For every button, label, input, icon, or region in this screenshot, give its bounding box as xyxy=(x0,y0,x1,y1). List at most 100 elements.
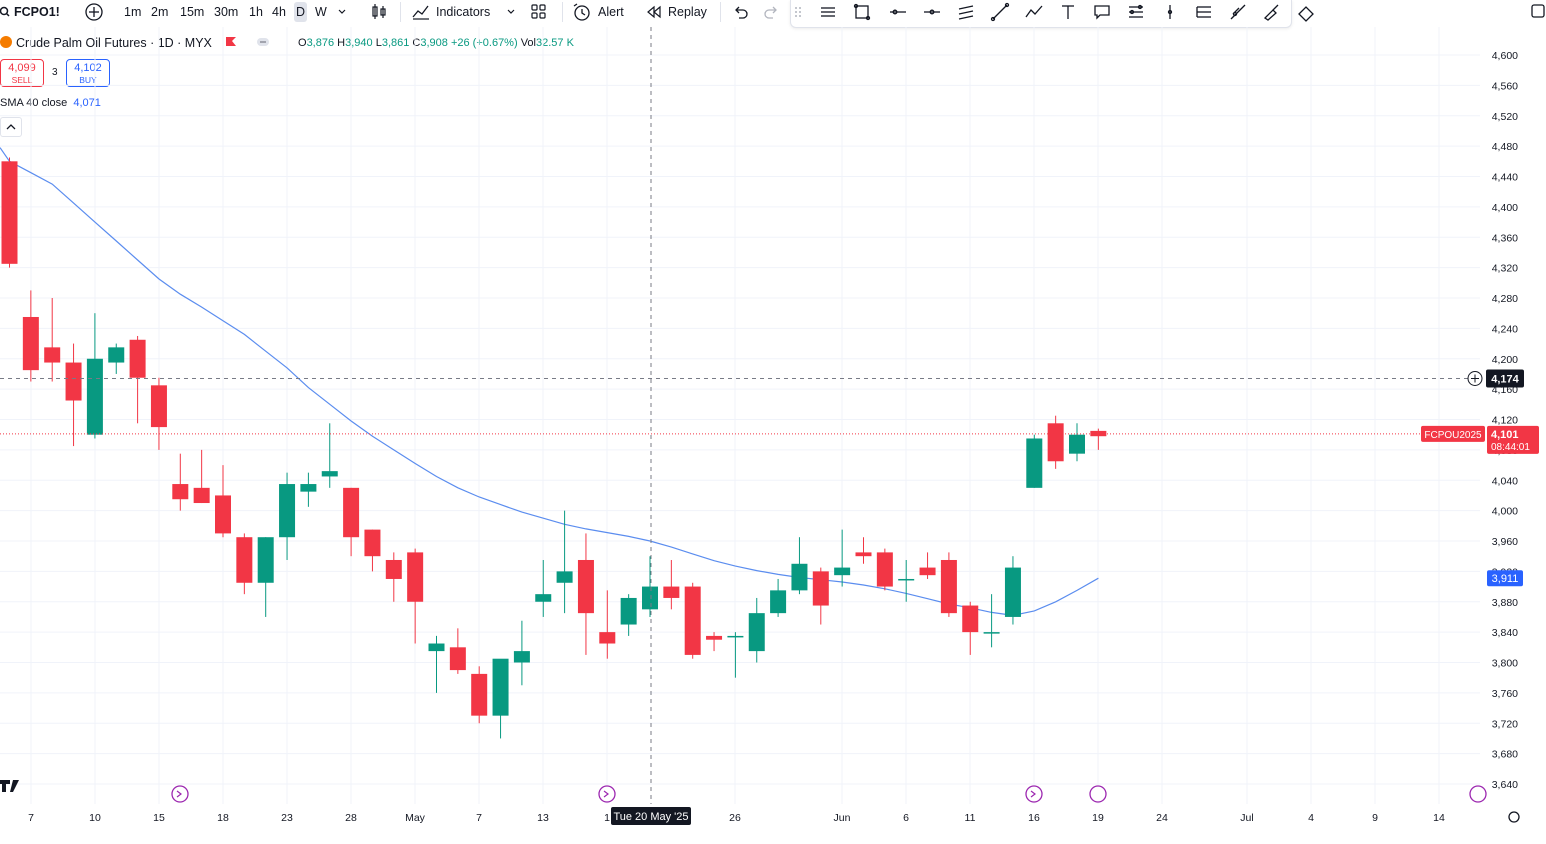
flag-icon[interactable] xyxy=(225,36,237,51)
drag-handle-icon[interactable] xyxy=(793,2,803,22)
sma-price-bg xyxy=(1487,570,1523,587)
price-axis-label: 3,800 xyxy=(1492,658,1518,670)
chevron-down-icon[interactable] xyxy=(505,2,517,22)
layouts-grid-icon[interactable] xyxy=(530,2,548,22)
channel-icon[interactable] xyxy=(955,2,977,22)
timeframe-w[interactable]: W xyxy=(315,5,327,19)
dividend-event-icon[interactable] xyxy=(598,785,616,803)
chevron-down-icon[interactable] xyxy=(336,2,348,22)
price-axis-label: 3,840 xyxy=(1492,627,1518,639)
redo-icon[interactable] xyxy=(762,2,782,22)
toolbar-divider xyxy=(400,2,401,22)
dividend-event-icon xyxy=(176,790,182,798)
last-price-label: 4,101 xyxy=(1491,429,1519,441)
timeframe-d[interactable]: D xyxy=(294,2,308,22)
sell-button[interactable]: 4,099 SELL xyxy=(0,59,44,87)
dividend-event-icon[interactable] xyxy=(171,785,189,803)
maximize-icon[interactable] xyxy=(1530,2,1546,22)
price-line-icon[interactable] xyxy=(921,2,943,22)
timeframe-1h[interactable]: 1h xyxy=(249,5,263,19)
compare-symbol-icon[interactable] xyxy=(84,2,104,22)
replay-icon[interactable] xyxy=(645,2,663,22)
horizontal-ray-icon[interactable] xyxy=(887,2,909,22)
timeframe-2m[interactable]: 2m xyxy=(151,5,169,19)
price-axis-label: 3,760 xyxy=(1492,688,1518,700)
horizontal-lines-icon[interactable] xyxy=(817,2,839,22)
time-axis-label: 1 xyxy=(604,812,610,824)
timeframe-1m[interactable]: 1m xyxy=(124,5,142,19)
candle-body xyxy=(535,594,552,602)
earnings-event-icon[interactable] xyxy=(1089,785,1107,803)
candle-body xyxy=(428,643,445,652)
time-axis-label: 16 xyxy=(1028,812,1040,824)
callout-icon[interactable] xyxy=(1091,2,1113,22)
sma-value: 4,071 xyxy=(73,97,101,109)
price-chart[interactable]: 4,600 4,560 4,520 4,480 4,440 4,400 4,360 4,320… xyxy=(0,27,1546,844)
time-axis-label: 15 xyxy=(153,812,165,824)
candle-body xyxy=(556,571,573,583)
settings-gear-icon[interactable] xyxy=(1508,811,1520,823)
hide-legend-icon[interactable] xyxy=(256,35,269,49)
trendline-icon[interactable] xyxy=(989,2,1011,22)
price-axis-label: 4,560 xyxy=(1492,80,1518,92)
undo-icon[interactable] xyxy=(730,2,750,22)
text-icon[interactable] xyxy=(1057,2,1079,22)
tradingview-logo-icon xyxy=(0,780,19,792)
volume-value: 32.57 K xyxy=(535,37,574,49)
time-axis-label: 23 xyxy=(281,812,293,824)
polyline-icon[interactable] xyxy=(1023,2,1045,22)
long-position-icon[interactable] xyxy=(1193,2,1215,22)
candle-body xyxy=(620,597,637,625)
indicators-icon[interactable] xyxy=(411,2,431,22)
rectangle-icon[interactable] xyxy=(851,2,873,22)
time-axis-label: 19 xyxy=(1092,812,1104,824)
time-axis-label: 18 xyxy=(217,812,229,824)
high-value: 3,940 xyxy=(345,37,373,49)
timeframe-30m[interactable]: 30m xyxy=(214,5,239,19)
candles-icon[interactable] xyxy=(370,2,388,22)
dividend-event-icon[interactable] xyxy=(1025,785,1043,803)
alarm-clock-icon[interactable] xyxy=(572,2,592,22)
price-axis-label: 4,360 xyxy=(1492,232,1518,244)
crosshair-date-label: Tue 20 May '25 xyxy=(613,811,688,823)
candle-body xyxy=(940,559,957,614)
timeframe-15m[interactable]: 15m xyxy=(180,5,205,19)
candle-body xyxy=(855,552,872,557)
eraser-icon[interactable] xyxy=(1295,2,1317,22)
candle-body xyxy=(407,552,424,602)
replay-button[interactable]: Replay xyxy=(668,5,707,19)
candle-body xyxy=(706,635,723,640)
crosshair-price-bg xyxy=(1486,369,1524,388)
candle-body xyxy=(385,559,402,579)
open-value: 3,876 xyxy=(306,37,335,49)
symbol-search-button[interactable]: FCPO1! xyxy=(14,5,60,19)
candle-body xyxy=(172,484,189,500)
price-axis-label: 4,520 xyxy=(1492,111,1518,123)
toolbar-divider xyxy=(562,2,563,22)
more-events-icon[interactable] xyxy=(1469,785,1487,803)
candle-body xyxy=(1004,567,1021,617)
indicators-button[interactable]: Indicators xyxy=(436,5,491,19)
sma-label: SMA 40 close xyxy=(0,97,68,109)
price-axis-label: 4,280 xyxy=(1492,293,1518,305)
time-axis-label: 10 xyxy=(89,812,101,824)
candle-body xyxy=(663,586,680,598)
alert-button[interactable]: Alert xyxy=(598,5,624,19)
ranges-icon[interactable] xyxy=(1125,2,1147,22)
search-icon[interactable] xyxy=(0,2,10,22)
candle-body xyxy=(321,471,338,477)
timeframe-4h[interactable]: 4h xyxy=(272,5,286,19)
candle-body xyxy=(257,537,274,583)
pitchfork-icon[interactable] xyxy=(1227,2,1249,22)
candle-body xyxy=(215,495,231,534)
vertical-line-icon[interactable] xyxy=(1159,2,1181,22)
price-axis-label: 4,440 xyxy=(1492,172,1518,184)
collapse-legend-button[interactable] xyxy=(0,117,22,137)
sell-label: SELL xyxy=(11,75,33,85)
brush-icon[interactable] xyxy=(1261,2,1283,22)
candle-body xyxy=(44,347,61,363)
symbol-title[interactable]: Crude Palm Oil Futures · 1D · MYX xyxy=(16,36,212,50)
price-axis-label: 4,000 xyxy=(1492,506,1518,518)
sma-legend[interactable]: SMA 40 close 4,071 xyxy=(0,97,101,109)
candle-body xyxy=(1,161,18,264)
